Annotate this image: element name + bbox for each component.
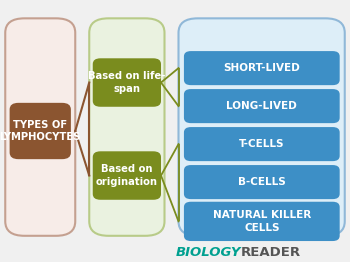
Text: TYPES OF
LYMPHOCYTES: TYPES OF LYMPHOCYTES (0, 120, 81, 142)
FancyBboxPatch shape (184, 89, 340, 123)
Text: SHORT-LIVED: SHORT-LIVED (223, 63, 300, 73)
Text: BIOLOGY: BIOLOGY (175, 246, 241, 259)
Text: LONG-LIVED: LONG-LIVED (226, 101, 297, 111)
FancyBboxPatch shape (184, 165, 340, 199)
FancyBboxPatch shape (93, 58, 161, 107)
FancyBboxPatch shape (184, 202, 340, 241)
Text: T-CELLS: T-CELLS (239, 139, 285, 149)
Text: Based on
origination: Based on origination (96, 164, 158, 187)
Text: B-CELLS: B-CELLS (238, 177, 286, 187)
FancyBboxPatch shape (184, 127, 340, 161)
FancyBboxPatch shape (184, 51, 340, 85)
Text: READER: READER (241, 246, 301, 259)
Text: NATURAL KILLER
CELLS: NATURAL KILLER CELLS (213, 210, 311, 233)
Text: Based on life-
span: Based on life- span (88, 71, 166, 94)
FancyBboxPatch shape (89, 18, 164, 236)
FancyBboxPatch shape (5, 18, 75, 236)
FancyBboxPatch shape (93, 151, 161, 200)
FancyBboxPatch shape (10, 103, 71, 159)
FancyBboxPatch shape (178, 18, 345, 236)
